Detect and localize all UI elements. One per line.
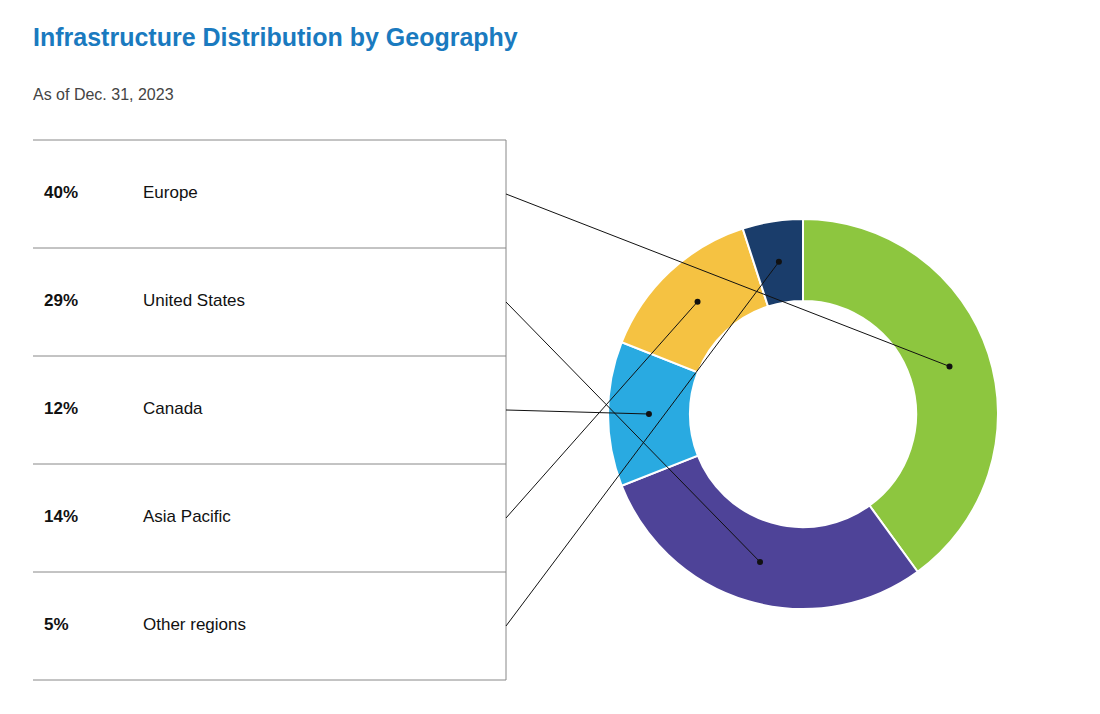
- legend-label: United States: [143, 291, 245, 310]
- leader-dot: [776, 259, 782, 265]
- chart-svg: Infrastructure Distribution by Geography…: [0, 0, 1100, 714]
- donut: [608, 219, 998, 609]
- leader-dot: [695, 299, 701, 305]
- legend-label: Europe: [143, 183, 198, 202]
- leader-dot: [646, 411, 652, 417]
- legend-value: 29%: [44, 291, 78, 310]
- slice: [622, 456, 918, 609]
- leader-dot: [947, 363, 953, 369]
- legend-value: 5%: [44, 615, 69, 634]
- leader-line: [506, 410, 649, 414]
- leader-dot: [757, 559, 763, 565]
- table-separator: [33, 572, 506, 573]
- table-separator: [33, 680, 506, 681]
- slice: [743, 219, 803, 306]
- legend-value: 14%: [44, 507, 78, 526]
- slice: [622, 229, 768, 373]
- legend-table: 40% Europe 29% United States 12% Canada 14% Asi…: [33, 140, 506, 680]
- leader-line: [506, 262, 779, 626]
- table-separator: [33, 248, 506, 249]
- legend-label: Other regions: [143, 615, 246, 634]
- legend-value: 12%: [44, 399, 78, 418]
- leader-line: [506, 302, 760, 562]
- legend-label: Asia Pacific: [143, 507, 231, 526]
- legend-value: 40%: [44, 183, 78, 202]
- table-separator: [33, 140, 506, 141]
- leader-line: [506, 194, 950, 366]
- table-separator: [33, 356, 506, 357]
- slice: [803, 219, 998, 572]
- title: Infrastructure Distribution by Geography: [33, 23, 518, 51]
- legend-label: Canada: [143, 399, 203, 418]
- leader-line: [506, 302, 698, 518]
- table-separator: [33, 464, 506, 465]
- subtitle: As of Dec. 31, 2023: [33, 86, 174, 103]
